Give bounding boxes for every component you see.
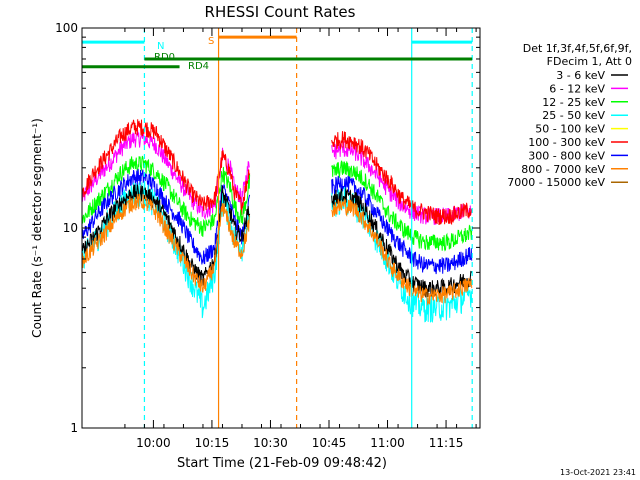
legend-entry-label: 50 - 100 keV — [535, 123, 605, 136]
legend-header: FDecim 1, Att 0 — [547, 55, 632, 68]
legend-entry-label: 300 - 800 keV — [528, 149, 605, 162]
legend-entry-label: 800 - 7000 keV — [521, 163, 605, 176]
series-line — [331, 160, 473, 252]
series-line — [82, 184, 251, 287]
legend-entry-label: 7000 - 15000 keV — [507, 176, 605, 189]
y-axis-label: Count Rate (s⁻¹ detector segment⁻¹) — [30, 118, 44, 338]
series-line — [331, 175, 473, 275]
axes: 10:00 10:15 10:30 10:45 11:00 11:15 1 10 100 — [55, 21, 480, 450]
y-tick-label: 100 — [55, 21, 78, 35]
legend: Det 1f,3f,4f,5f,6f,9f,FDecim 1, Att 03 -… — [507, 42, 632, 189]
legend-entry-label: 25 - 50 keV — [542, 109, 605, 122]
chart-title: RHESSI Count Rates — [205, 3, 356, 21]
legend-entry-label: 100 - 300 keV — [528, 136, 605, 149]
legend-entry-label: 6 - 12 keV — [549, 82, 605, 95]
x-tick-label: 10:00 — [136, 436, 171, 450]
series-line — [331, 131, 473, 226]
x-tick-label: 10:30 — [253, 436, 288, 450]
series-line — [82, 119, 251, 216]
y-tick-label: 1 — [70, 421, 78, 435]
series-line — [82, 169, 251, 265]
state-bar-label: S — [208, 36, 214, 47]
series-line — [82, 193, 251, 293]
legend-entry-label: 12 - 25 keV — [542, 96, 605, 109]
x-tick-label: 11:15 — [429, 436, 464, 450]
state-bar-label: RD4 — [188, 61, 209, 72]
x-tick-label: 10:15 — [195, 436, 230, 450]
legend-entry-label: 3 - 6 keV — [556, 69, 605, 82]
x-tick-label: 10:45 — [312, 436, 347, 450]
x-tick-label: 11:00 — [370, 436, 405, 450]
legend-header: Det 1f,3f,4f,5f,6f,9f, — [523, 42, 632, 55]
state-bar-label: RD0 — [154, 52, 175, 63]
state-bar-label: N — [157, 41, 164, 52]
date-stamp: 13-Oct-2021 23:41 — [560, 468, 636, 477]
series-line — [331, 198, 473, 306]
x-axis-label: Start Time (21-Feb-09 09:48:42) — [177, 456, 387, 471]
y-tick-label: 10 — [63, 221, 78, 235]
